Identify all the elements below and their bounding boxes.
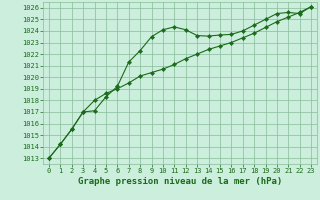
X-axis label: Graphe pression niveau de la mer (hPa): Graphe pression niveau de la mer (hPa) xyxy=(78,177,282,186)
